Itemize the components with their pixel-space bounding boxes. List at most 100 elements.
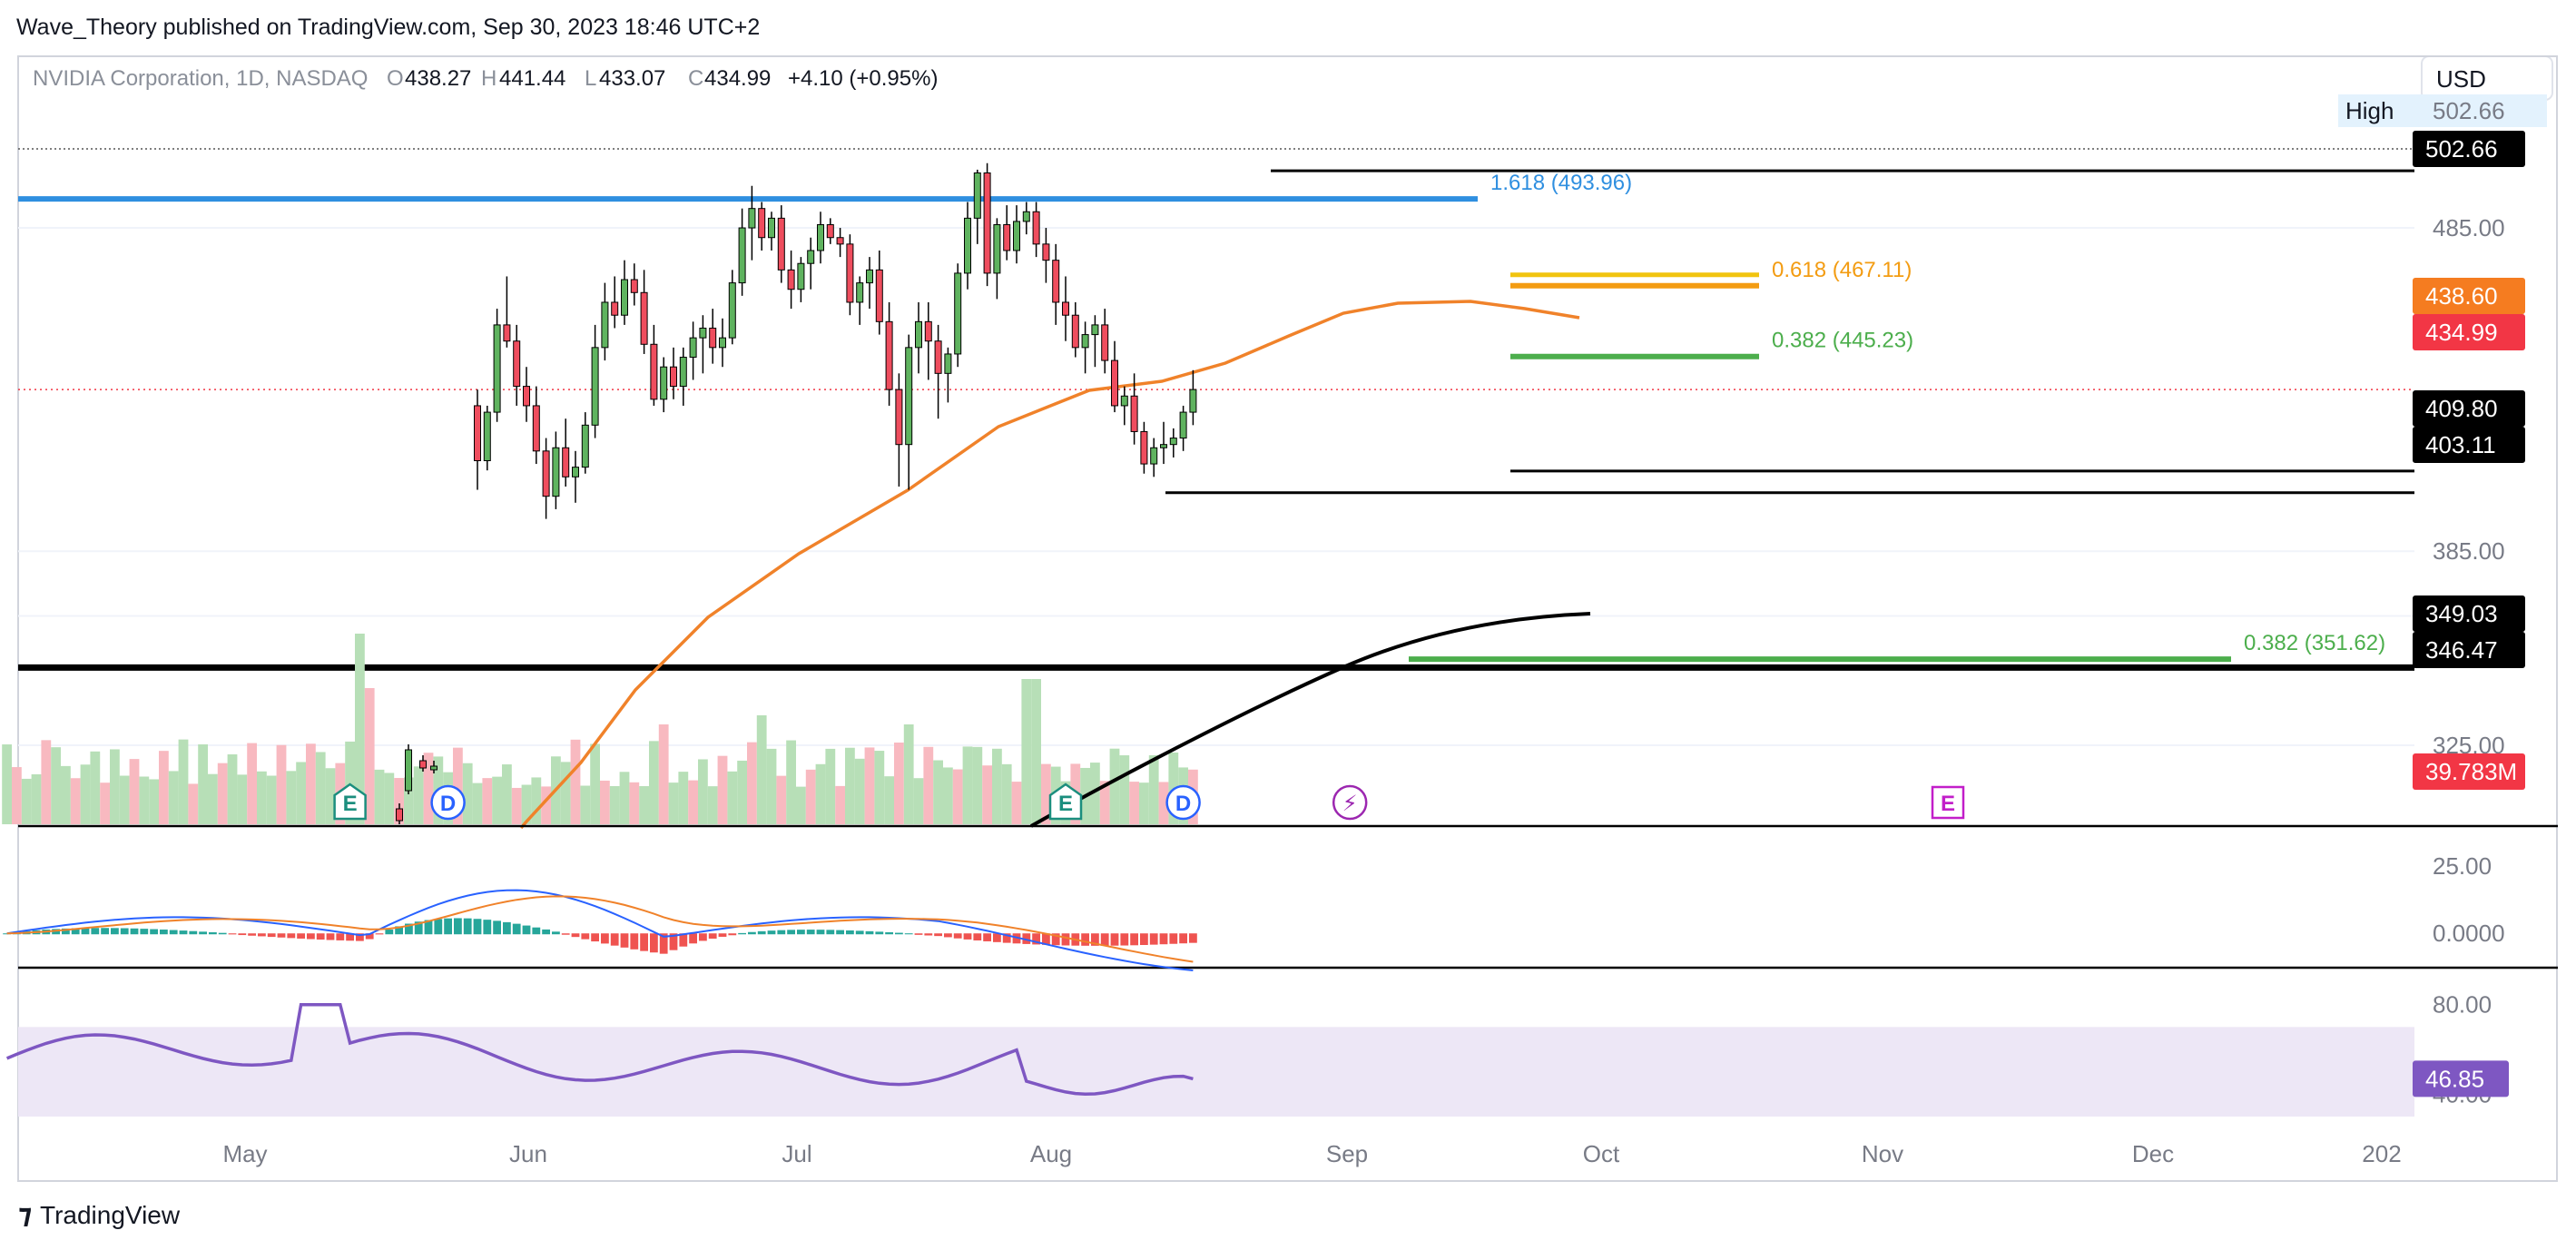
chart-border	[17, 55, 2558, 1182]
volume-bar	[1139, 782, 1149, 824]
volume-bar	[12, 767, 22, 824]
macd-histogram-bar	[993, 933, 1001, 942]
macd-histogram-bar	[983, 933, 991, 941]
symbol-legend: NVIDIA Corporation, 1D, NASDAQ O 438.27 …	[33, 66, 938, 91]
candle-body	[1062, 301, 1069, 316]
candle-body	[679, 357, 687, 388]
volume-bar	[952, 769, 963, 824]
macd-histogram-bar	[111, 928, 119, 935]
volume-bar	[384, 773, 395, 824]
volume-bar	[805, 769, 816, 824]
volume-bar	[276, 744, 287, 824]
volume-bar	[668, 782, 679, 824]
candle-body	[1022, 211, 1030, 222]
price-tag-value: 403.11	[2425, 431, 2496, 458]
macd-histogram-bar	[454, 918, 462, 935]
volume-bar	[541, 786, 551, 824]
macd-histogram-bar	[395, 926, 403, 935]
price-tag-box	[2413, 753, 2525, 790]
volume-bar	[639, 785, 649, 824]
volume-bar	[70, 778, 81, 824]
candle-body	[513, 340, 521, 388]
candle-body	[630, 279, 638, 293]
currency-button[interactable]: USD	[2421, 55, 2553, 101]
macd-histogram-bar	[777, 930, 786, 935]
volume-bar	[217, 763, 228, 824]
macd-histogram-bar	[865, 930, 874, 935]
macd-histogram-bar	[189, 930, 198, 935]
volume-bar	[1109, 748, 1120, 824]
macd-axis-tick: 25.00	[2433, 852, 2492, 880]
event-marker-label: D	[1175, 792, 1191, 816]
currency-label: USD	[2436, 65, 2486, 93]
candle-body	[1140, 430, 1148, 465]
volume-bar	[658, 724, 669, 824]
volume-bar	[178, 739, 189, 824]
time-axis-tick: May	[222, 1140, 267, 1167]
volume-bar	[737, 760, 747, 824]
volume-bar	[717, 755, 728, 824]
earnings-marker-icon	[1048, 782, 1083, 821]
time-axis-tick: Dec	[2132, 1140, 2174, 1167]
macd-histogram-bar	[816, 930, 825, 935]
volume-bar	[188, 783, 199, 824]
candle-body	[1071, 314, 1079, 349]
candle-body	[777, 217, 785, 271]
candle-body	[1003, 223, 1011, 251]
candle-body	[973, 172, 981, 219]
price-tag-value: 349.03	[2425, 600, 2498, 627]
volume-bar	[845, 747, 855, 824]
candle-body	[875, 269, 883, 322]
candle-body	[924, 320, 932, 342]
time-axis: May Jun Jul Aug Sep Oct Nov Dec 202	[222, 1140, 2401, 1167]
volume-bar	[766, 748, 777, 824]
macd-histogram-bar	[238, 933, 247, 936]
candle-body	[954, 272, 962, 355]
chart-grid	[18, 227, 2414, 746]
candle-body	[719, 337, 726, 349]
macd-histogram-bar	[689, 933, 697, 944]
macd-histogram-bar	[875, 931, 884, 935]
volume-bar	[423, 753, 434, 824]
price-tag-box	[2413, 314, 2525, 350]
candle-body	[483, 411, 491, 462]
macd-axis-tick: 0.0000	[2433, 920, 2505, 947]
volume-bar	[110, 749, 120, 824]
macd-histogram-bar	[591, 933, 599, 942]
macd-histogram-bar	[953, 933, 962, 939]
macd-histogram-bar	[748, 931, 756, 935]
price-tag-box	[2413, 427, 2525, 463]
candle-body	[611, 301, 619, 316]
tradingview-logo[interactable]: ⁊ TradingView	[18, 1199, 181, 1229]
macd-histogram-bar	[1130, 933, 1138, 946]
macd-histogram-bar	[552, 931, 560, 935]
volume-bar	[306, 743, 316, 824]
legend-high-label: H	[481, 66, 497, 91]
candle-body	[1013, 221, 1020, 251]
volume-bar	[462, 763, 473, 824]
macd-histogram-bar	[424, 920, 433, 935]
tradingview-logo-icon: ⁊	[18, 1199, 32, 1229]
volume-bar	[325, 768, 336, 824]
macd-histogram-bar	[307, 933, 315, 940]
legend-open: 438.27	[405, 66, 471, 91]
macd-line	[6, 889, 1194, 971]
macd-histogram-bar	[620, 933, 629, 948]
candle-body	[934, 340, 942, 374]
macd-histogram-bar	[885, 931, 893, 935]
volume-bar	[482, 778, 493, 824]
macd-histogram-bar	[140, 929, 149, 935]
volume-bar	[41, 740, 52, 824]
macd-histogram-bar	[101, 928, 109, 935]
volume-bar	[1090, 763, 1100, 824]
macd-histogram-bar	[1061, 933, 1070, 946]
macd-histogram-bar	[71, 928, 80, 935]
candle-body	[1081, 334, 1089, 349]
macd-histogram-bar	[1051, 933, 1060, 946]
horizontal-levels	[18, 148, 2414, 671]
macd-histogram-bar	[326, 933, 335, 940]
macd-histogram-bar	[277, 933, 286, 938]
macd-histogram-bar	[346, 933, 354, 941]
